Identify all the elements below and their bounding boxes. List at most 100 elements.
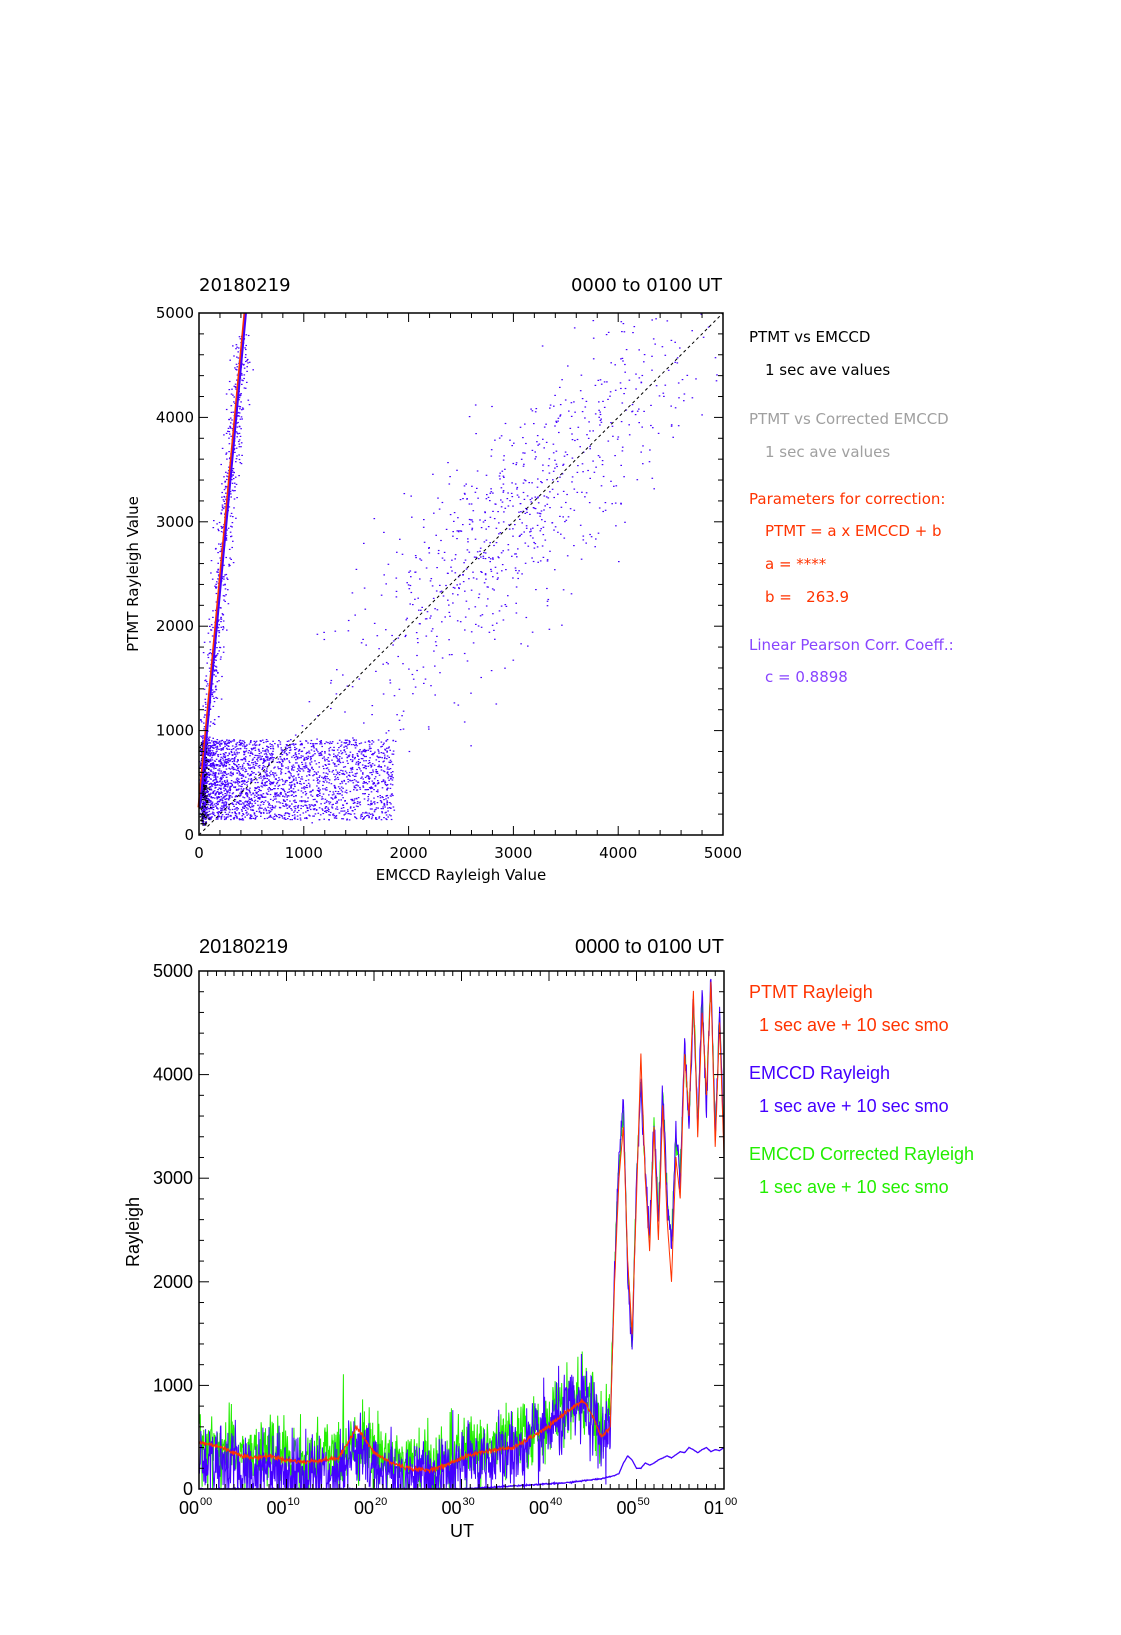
scatter-point <box>414 686 417 688</box>
scatter-point <box>310 749 313 751</box>
scatter-point <box>377 807 379 809</box>
scatter-point <box>259 740 262 742</box>
scatter-point <box>258 806 261 808</box>
scatter-point <box>340 741 343 743</box>
scatter-point <box>564 399 567 401</box>
scatter-point <box>206 781 209 783</box>
scatter-point <box>249 768 251 770</box>
scatter-point <box>220 512 222 514</box>
scatter-point <box>346 819 348 821</box>
scatter-point <box>300 757 302 759</box>
scatter-point <box>347 755 350 757</box>
scatter-point <box>331 807 334 809</box>
scatter-point <box>204 802 207 804</box>
scatter-point <box>497 556 499 558</box>
ts-xtick-minutes: 40 <box>550 1496 562 1508</box>
scatter-point <box>210 624 213 626</box>
scatter-point <box>533 423 535 425</box>
scatter-point <box>230 780 233 782</box>
scatter-point <box>246 801 248 803</box>
scatter-point <box>329 790 331 793</box>
scatter-point <box>203 716 206 718</box>
scatter-point <box>362 818 365 820</box>
scatter-point <box>384 782 386 784</box>
scatter-point <box>378 752 380 754</box>
scatter-point <box>221 774 224 776</box>
scatter-point <box>241 773 243 776</box>
scatter-point <box>238 412 241 414</box>
scatter-point <box>364 750 367 753</box>
scatter-point <box>235 807 237 809</box>
scatter-point <box>312 746 315 748</box>
scatter-point <box>486 494 488 496</box>
scatter-point <box>392 771 394 773</box>
scatter-point <box>359 804 362 806</box>
scatter-point <box>203 791 205 793</box>
scatter-point <box>490 455 493 457</box>
scatter-point <box>557 417 560 419</box>
scatter-point <box>212 752 215 754</box>
scatter-point <box>373 789 375 791</box>
scatter-point <box>518 496 520 498</box>
scatter-point <box>291 809 293 811</box>
scatter-point <box>228 797 231 799</box>
scatter-point <box>304 766 306 768</box>
scatter-point <box>691 330 693 332</box>
scatter-point <box>331 794 334 796</box>
scatter-point <box>261 739 264 741</box>
scatter-point <box>219 780 222 782</box>
scatter-point <box>315 748 318 750</box>
scatter-point <box>280 764 283 766</box>
scatter-point <box>224 785 226 787</box>
scatter-point <box>201 736 203 738</box>
scatter-point <box>392 640 395 642</box>
scatter-point <box>226 798 228 800</box>
scatter-point <box>446 572 449 574</box>
scatter-point <box>234 383 237 385</box>
scatter-point <box>242 802 244 804</box>
scatter-point <box>245 800 247 802</box>
scatter-point <box>357 755 359 757</box>
scatter-point <box>249 787 251 789</box>
scatter-point <box>233 507 235 509</box>
scatter-point <box>230 422 232 424</box>
scatter-point <box>228 806 230 808</box>
scatter-point <box>312 754 315 756</box>
scatter-point <box>289 819 292 821</box>
scatter-point <box>253 772 255 774</box>
scatter-xtick-label: 0 <box>194 844 204 862</box>
scatter-point <box>253 796 256 798</box>
scatter-point <box>204 701 207 703</box>
scatter-point <box>212 683 214 685</box>
scatter-point <box>333 793 335 795</box>
scatter-point <box>274 818 276 820</box>
scatter-point <box>251 752 253 754</box>
scatter-point <box>546 605 549 607</box>
scatter-point <box>498 610 501 612</box>
scatter-point <box>649 449 651 451</box>
scatter-point <box>428 552 431 554</box>
scatter-point <box>387 747 390 749</box>
scatter-point <box>316 794 318 796</box>
scatter-point <box>468 503 471 505</box>
scatter-point <box>483 582 486 584</box>
scatter-point <box>293 757 296 759</box>
scatter-point <box>307 809 309 812</box>
scatter-point <box>297 750 300 752</box>
scatter-point <box>242 745 244 747</box>
scatter-point <box>392 750 395 752</box>
scatter-point <box>228 794 230 796</box>
scatter-point <box>222 508 225 510</box>
scatter-point <box>232 468 235 470</box>
scatter-point <box>202 790 204 792</box>
scatter-point <box>373 801 375 803</box>
scatter-point <box>337 763 340 766</box>
scatter-point <box>252 758 254 760</box>
scatter-point <box>385 784 388 787</box>
scatter-point <box>525 442 527 445</box>
scatter-point <box>453 512 456 514</box>
scatter-point <box>223 434 225 436</box>
scatter-point <box>267 746 270 748</box>
scatter-point <box>573 327 576 329</box>
scatter-point <box>385 798 387 800</box>
